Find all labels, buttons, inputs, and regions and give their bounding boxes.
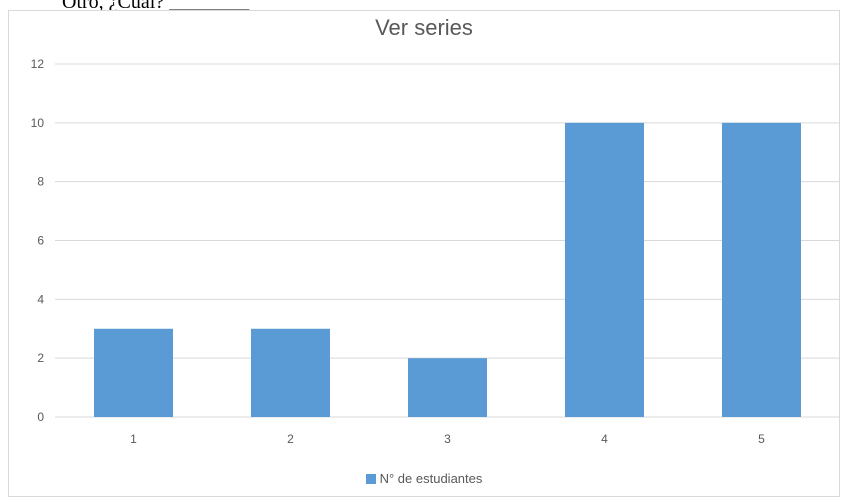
x-tick-label: 2 <box>287 432 294 446</box>
bar-3 <box>408 358 487 417</box>
legend: N° de estudiantes <box>0 471 848 486</box>
y-tick-label: 6 <box>37 234 44 248</box>
x-tick-label: 3 <box>444 432 451 446</box>
bar-5 <box>722 122 801 417</box>
y-tick-label: 0 <box>37 410 44 424</box>
bar-1 <box>94 328 173 417</box>
legend-label: N° de estudiantes <box>379 471 483 486</box>
y-tick-label: 8 <box>37 175 44 189</box>
y-tick-label: 10 <box>31 116 45 130</box>
x-tick-label: 1 <box>130 432 137 446</box>
y-tick-label: 2 <box>37 351 44 365</box>
x-tick-label: 4 <box>601 432 608 446</box>
bar-2 <box>251 328 330 417</box>
chart-title: Ver series <box>375 15 473 40</box>
y-tick-label: 12 <box>31 57 45 71</box>
document-text-line: Otro, ¿Cuál? ________ <box>62 0 250 13</box>
x-tick-label: 5 <box>758 432 765 446</box>
legend-swatch <box>365 473 376 484</box>
y-tick-label: 4 <box>37 292 44 306</box>
bar-4 <box>565 122 644 417</box>
